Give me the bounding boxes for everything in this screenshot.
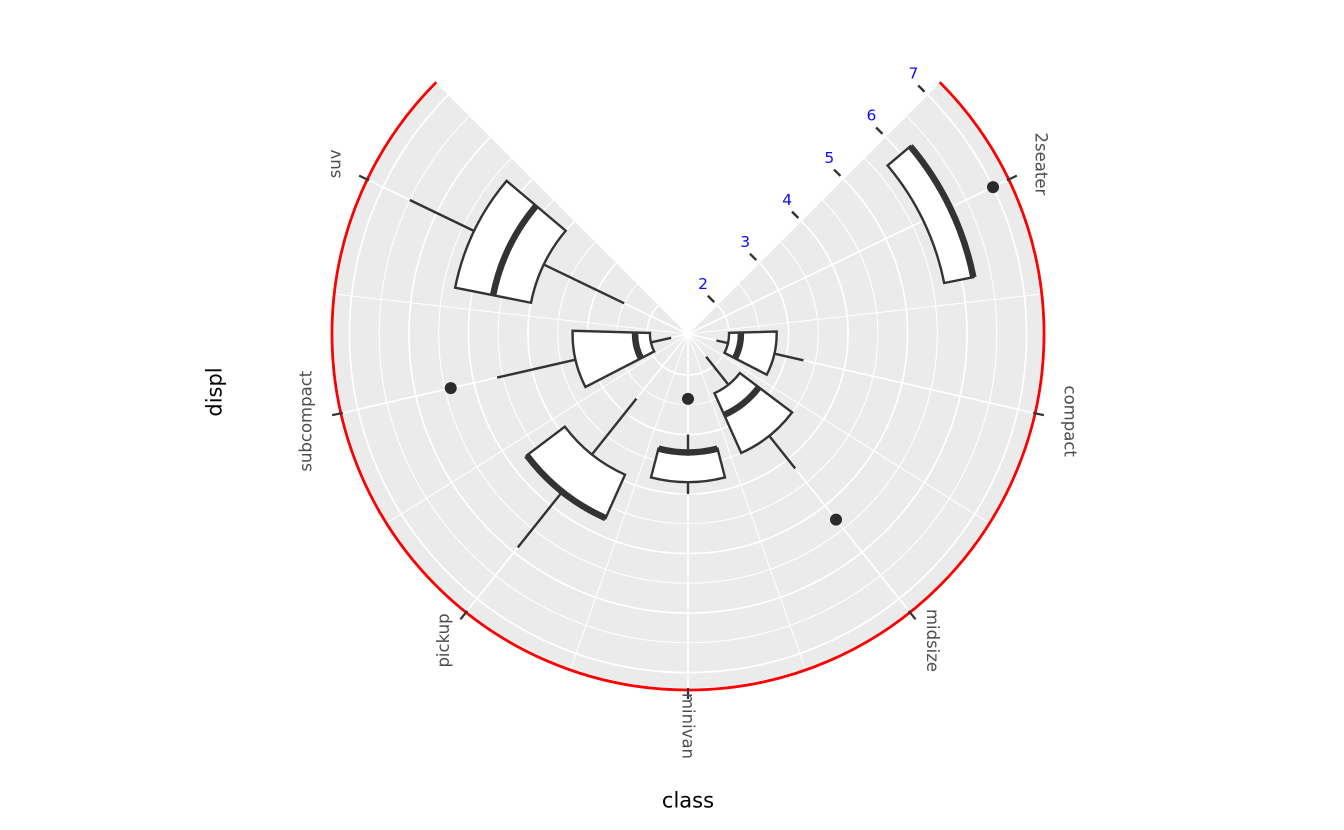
whisker-lower <box>543 263 625 305</box>
boxplot-subcompact <box>444 329 672 395</box>
outlier-dot <box>444 382 457 395</box>
category-label-subcompact: subcompact <box>296 370 315 471</box>
grid-minor-radial-line <box>387 333 689 523</box>
r-axis-tick <box>706 294 716 303</box>
r-axis-tick <box>833 168 842 177</box>
grid-minor-radial-line <box>687 293 1040 335</box>
boxplot-midsize <box>705 356 843 526</box>
category-label-pickup: pickup <box>434 613 453 667</box>
grid-minor-radial-line <box>687 333 989 523</box>
r-axis-tick <box>749 252 758 261</box>
grid-minor-radial-line <box>570 333 689 669</box>
median-line <box>489 203 539 296</box>
category-tick <box>459 610 469 621</box>
category-label-minivan: minivan <box>679 693 698 759</box>
boxplot-compact <box>716 330 804 377</box>
r-axis-tick <box>917 84 926 93</box>
r-axis-label-2: 2 <box>698 275 708 293</box>
median-line <box>722 385 762 418</box>
median-line <box>732 332 745 360</box>
whisker-upper <box>409 198 475 233</box>
boxplot-2seater <box>885 144 1000 285</box>
category-tick <box>331 411 344 417</box>
r-axis-label-4: 4 <box>782 191 792 209</box>
category-label-suv: suv <box>325 149 344 178</box>
whisker-lower <box>590 397 638 456</box>
whisker-upper <box>516 490 564 549</box>
whisker-lower <box>705 356 730 386</box>
y-axis-title: displ <box>202 367 227 417</box>
whisker-lower <box>716 339 729 345</box>
category-tick <box>358 174 370 182</box>
median-line <box>631 332 644 360</box>
r-axis-label-3: 3 <box>740 233 750 251</box>
category-tick <box>1006 174 1018 182</box>
median-line <box>657 445 719 456</box>
category-tick <box>1032 411 1045 417</box>
grid-major-radial-line <box>687 179 1008 335</box>
category-tick <box>907 610 917 621</box>
grid-minor-radial-line <box>687 83 939 335</box>
outlier-dot <box>987 181 1000 194</box>
grid-minor-radial-line <box>336 293 689 335</box>
boxplot-pickup <box>516 397 638 549</box>
category-label-2seater: 2seater <box>1032 133 1051 196</box>
r-axis-tick <box>791 210 800 219</box>
boxplot-minivan <box>649 392 727 495</box>
boxplot-suv <box>409 179 625 305</box>
median-line <box>524 453 607 522</box>
r-axis-label-6: 6 <box>866 107 876 125</box>
r-axis-label-7: 7 <box>909 65 919 83</box>
whisker-upper <box>774 352 804 362</box>
grid-minor-radial-line <box>437 83 689 335</box>
whisker-upper <box>768 435 797 470</box>
category-label-compact: compact <box>1061 386 1080 458</box>
whisker-lower <box>650 336 672 344</box>
outlier-dot <box>682 392 694 405</box>
median-line <box>907 144 977 278</box>
r-axis-tick <box>875 126 884 135</box>
x-axis-title: class <box>661 788 715 813</box>
category-label-midsize: midsize <box>923 609 942 672</box>
grid-minor-radial-line <box>687 333 806 669</box>
box <box>712 371 794 455</box>
r-axis-label-5: 5 <box>824 149 834 167</box>
outlier-dot <box>830 513 843 526</box>
whisker-upper <box>496 358 576 379</box>
